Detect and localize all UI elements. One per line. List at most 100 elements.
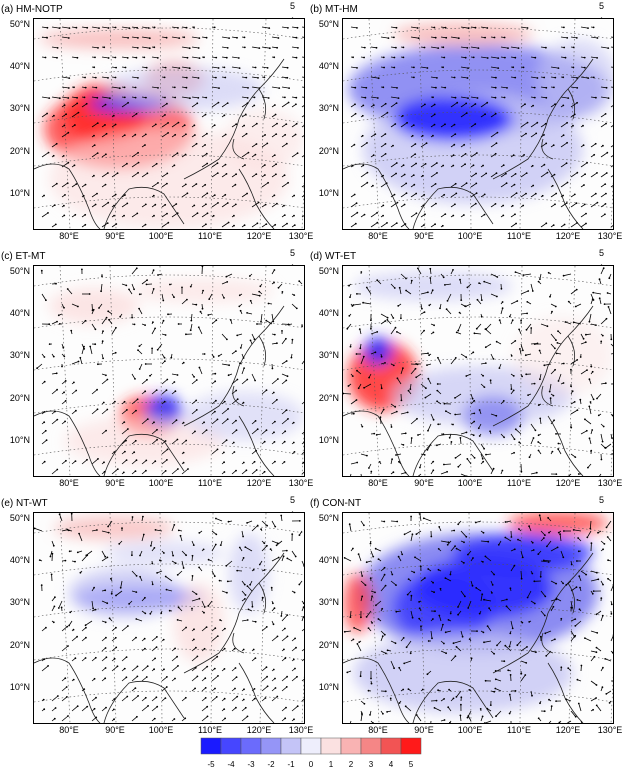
wind-vector-head bbox=[533, 602, 536, 605]
wind-vector-head bbox=[562, 104, 565, 107]
wind-vector-head bbox=[302, 461, 304, 464]
wind-vector bbox=[510, 300, 518, 305]
wind-vector-head bbox=[204, 113, 207, 116]
wind-vector-head bbox=[493, 652, 495, 655]
wind-vector-head bbox=[576, 599, 579, 601]
wind-vector-head bbox=[183, 124, 186, 127]
wind-vector-head bbox=[284, 133, 287, 136]
wind-vector-head bbox=[602, 267, 605, 269]
wind-vector bbox=[440, 540, 449, 543]
latitude-label: 40°N bbox=[318, 555, 339, 565]
anomaly-patch bbox=[39, 29, 199, 49]
wind-vector-head bbox=[298, 534, 301, 536]
wind-vector-head bbox=[587, 27, 589, 29]
longitude-label: 130°E bbox=[288, 231, 314, 241]
wind-vector-head bbox=[533, 96, 536, 99]
wind-vector bbox=[360, 182, 368, 188]
wind-vector-head bbox=[64, 559, 67, 562]
wind-vector-head bbox=[121, 527, 123, 529]
wind-vector-head bbox=[405, 277, 407, 280]
wind-vector-head bbox=[57, 607, 60, 609]
wind-vector-head bbox=[127, 37, 129, 39]
wind-vector-head bbox=[537, 404, 540, 406]
wind-vector-head bbox=[444, 86, 447, 89]
wind-vector-head bbox=[434, 223, 436, 226]
wind-vector bbox=[610, 145, 613, 148]
wind-vector-head bbox=[115, 594, 117, 597]
wind-vector bbox=[61, 182, 68, 188]
wind-vector-head bbox=[467, 67, 469, 69]
wind-vector-head bbox=[123, 400, 126, 403]
wind-vector-head bbox=[166, 172, 169, 175]
wind-vector bbox=[201, 626, 207, 632]
wind-vector bbox=[390, 520, 398, 522]
wind-vector-head bbox=[585, 222, 587, 225]
wind-vector bbox=[520, 290, 529, 295]
wind-vector-head bbox=[146, 418, 149, 420]
wind-vector-head bbox=[510, 388, 513, 390]
wind-vector bbox=[563, 273, 572, 277]
wind-vector-head bbox=[516, 644, 519, 647]
wind-vector-head bbox=[244, 546, 247, 548]
wind-vector-head bbox=[565, 698, 567, 701]
wind-vector-head bbox=[406, 411, 409, 414]
wind-vector-head bbox=[51, 552, 54, 555]
wind-vector-head bbox=[477, 47, 480, 49]
wind-vector bbox=[271, 123, 278, 128]
wind-vector-head bbox=[519, 425, 521, 428]
wind-vector-head bbox=[163, 668, 165, 671]
wind-vector-head bbox=[439, 587, 442, 590]
wind-vector-head bbox=[576, 560, 578, 562]
wind-vector bbox=[301, 135, 304, 138]
wind-vector bbox=[545, 630, 552, 634]
wind-vector bbox=[560, 36, 568, 39]
wind-vector bbox=[86, 550, 93, 556]
wind-vector-head bbox=[131, 316, 133, 319]
wind-vector bbox=[151, 646, 157, 652]
wind-vector-head bbox=[566, 121, 568, 124]
wind-vector bbox=[161, 379, 168, 385]
wind-vector bbox=[131, 373, 136, 380]
wind-vector-head bbox=[186, 192, 189, 195]
wind-vector-head bbox=[452, 154, 455, 157]
wind-vector-head bbox=[285, 360, 288, 362]
wind-vector-head bbox=[526, 646, 528, 648]
wind-vector-head bbox=[602, 548, 604, 551]
wind-vector bbox=[131, 152, 139, 158]
wind-vector-head bbox=[70, 329, 73, 332]
wind-vector bbox=[301, 125, 304, 128]
wind-vector-head bbox=[67, 645, 69, 647]
wind-vector-head bbox=[287, 101, 290, 104]
wind-vector-head bbox=[276, 202, 278, 205]
longitude-label: 120°E bbox=[555, 725, 581, 735]
wind-vector-head bbox=[563, 46, 566, 49]
wind-vector-head bbox=[482, 164, 484, 167]
wind-vector-head bbox=[104, 647, 107, 649]
wind-vector-head bbox=[96, 388, 98, 391]
wind-vector-head bbox=[243, 124, 246, 127]
wind-vector-head bbox=[483, 280, 486, 283]
wind-vector-head bbox=[465, 535, 468, 538]
wind-vector-head bbox=[542, 559, 545, 562]
wind-vector bbox=[454, 393, 462, 399]
wind-vector bbox=[610, 635, 613, 642]
wind-vector bbox=[600, 433, 603, 442]
wind-vector bbox=[301, 215, 304, 218]
wind-vector-head bbox=[368, 376, 370, 379]
wind-vector-head bbox=[63, 104, 66, 107]
wind-vector-head bbox=[155, 646, 158, 648]
wind-vector-head bbox=[363, 524, 365, 527]
wind-vector bbox=[81, 346, 85, 355]
wind-vector bbox=[550, 193, 557, 198]
wind-vector-head bbox=[75, 389, 78, 392]
longitude-label: 120°E bbox=[555, 231, 581, 241]
wind-vector bbox=[390, 283, 396, 289]
wind-vector-head bbox=[475, 182, 478, 185]
wind-vector-head bbox=[242, 461, 245, 464]
wind-vector-head bbox=[396, 377, 399, 380]
wind-vector bbox=[550, 599, 557, 602]
wind-vector-head bbox=[597, 531, 599, 534]
wind-vector-head bbox=[463, 143, 466, 146]
wind-vector bbox=[350, 26, 357, 29]
wind-vector-head bbox=[607, 559, 609, 562]
